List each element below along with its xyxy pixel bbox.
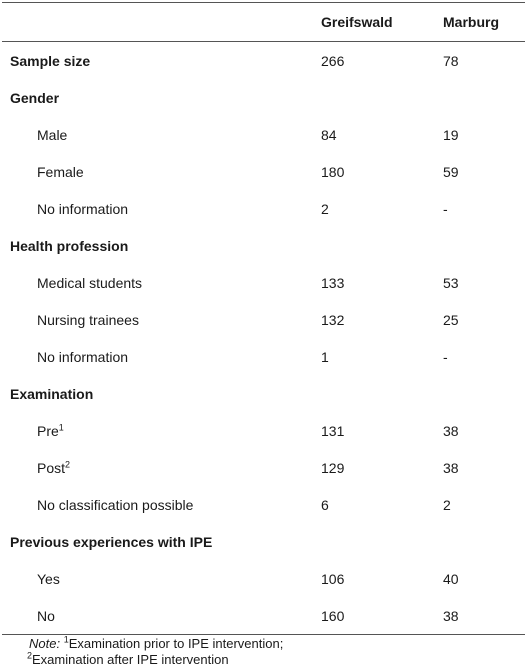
row-item-label: Yes [37, 572, 60, 586]
note-prefix: Note: [29, 636, 61, 651]
row-label-text: Gender [10, 89, 60, 106]
row-item-label: No [37, 609, 55, 623]
cell-marburg: 78 [443, 52, 459, 69]
cell-marburg: 19 [443, 126, 459, 143]
row-label-text: Pre [37, 422, 59, 439]
table-row: Yes 106 40 [2, 560, 525, 597]
row-label-text: Sample size [10, 52, 91, 69]
table-row: Previous experiences with IPE [2, 523, 525, 560]
row-label-text: Examination [10, 385, 94, 402]
table-row: Examination [2, 375, 525, 412]
row-section-label: Previous experiences with IPE [10, 535, 212, 549]
row-item-label: Female [37, 165, 84, 179]
row-label-text: No information [37, 348, 129, 365]
table-row: Health profession [2, 227, 525, 264]
cell-greifswald: 6 [321, 496, 329, 513]
footnote-marker: 1 [58, 421, 64, 432]
cell-marburg: 40 [443, 570, 459, 587]
cell-greifswald: 106 [321, 570, 345, 587]
cell-marburg: 25 [443, 311, 459, 328]
row-item-label: No information [37, 350, 128, 364]
table-header-row: Greifswald Marburg [2, 3, 525, 41]
table-row: No information 2 - [2, 190, 525, 227]
row-label-text: Health profession [10, 237, 129, 254]
bottom-rule [2, 634, 525, 635]
cell-greifswald: 133 [321, 274, 345, 291]
row-item-label: Medical students [37, 276, 142, 290]
cell-marburg: - [443, 200, 448, 217]
cell-marburg: 38 [443, 422, 459, 439]
cell-greifswald: 266 [321, 52, 345, 69]
cell-marburg: 38 [443, 459, 459, 476]
table-row: No 160 38 [2, 597, 525, 634]
demographics-table: Greifswald Marburg Sample size 266 78 Gende… [2, 2, 525, 635]
row-section-label: Health profession [10, 239, 128, 253]
cell-greifswald: 84 [321, 126, 337, 143]
row-label-text: Yes [37, 570, 60, 587]
table-row: No information 1 - [2, 338, 525, 375]
row-item-label: Male [37, 128, 67, 142]
top-rule [2, 2, 525, 3]
table-row: Female 180 59 [2, 153, 525, 190]
header-rule [2, 41, 525, 42]
table-row: Pre1 131 38 [2, 412, 525, 449]
row-label-text: No classification possible [37, 496, 194, 513]
row-item-label: No classification possible [37, 498, 193, 512]
footnote-marker: 2 [65, 458, 71, 469]
row-item-label: Post2 [37, 458, 71, 476]
row-label-text: Nursing trainees [37, 311, 139, 328]
row-item-label: Pre1 [37, 421, 64, 439]
header-col-marburg: Marburg [443, 14, 499, 30]
row-item-label: Nursing trainees [37, 313, 139, 327]
cell-greifswald: 160 [321, 607, 345, 624]
table-row: Gender [2, 79, 525, 116]
row-label-text: Medical students [37, 274, 143, 291]
cell-greifswald: 2 [321, 200, 329, 217]
row-section-label: Sample size [10, 54, 90, 68]
table-row: Post2 129 38 [2, 449, 525, 486]
row-item-label: No information [37, 202, 128, 216]
row-label-text: No [37, 607, 55, 624]
row-section-label: Gender [10, 91, 59, 105]
row-label-text: No information [37, 200, 129, 217]
table-row: Nursing trainees 132 25 [2, 301, 525, 338]
row-section-label: Examination [10, 387, 93, 401]
row-label-text: Female [37, 163, 84, 180]
cell-greifswald: 129 [321, 459, 345, 476]
cell-greifswald: 131 [321, 422, 345, 439]
row-label-text: Male [37, 126, 68, 143]
cell-marburg: 59 [443, 163, 459, 180]
note-sup-1: 1 [63, 634, 69, 645]
table-row: Sample size 266 78 [2, 42, 525, 79]
header-col-greifswald: Greifswald [321, 14, 393, 30]
cell-greifswald: 180 [321, 163, 345, 180]
row-label-text: Post [37, 459, 66, 476]
table-row: No classification possible 6 2 [2, 486, 525, 523]
table-body: Sample size 266 78 Gender Male 84 19 Female 180 5… [2, 42, 525, 634]
note-text-1: Examination prior to IPE intervention; [68, 636, 284, 651]
cell-marburg: 38 [443, 607, 459, 624]
cell-marburg: - [443, 348, 448, 365]
cell-marburg: 53 [443, 274, 459, 291]
table-row: Male 84 19 [2, 116, 525, 153]
row-label-text: Previous experiences with IPE [10, 533, 213, 550]
cell-marburg: 2 [443, 496, 451, 513]
cell-greifswald: 1 [321, 348, 329, 365]
table-row: Medical students 133 53 [2, 264, 525, 301]
table-note: Note: 1Examination prior to IPE interven… [27, 634, 284, 668]
note-sup-2: 2 [27, 650, 33, 661]
cell-greifswald: 132 [321, 311, 345, 328]
note-text-2: Examination after IPE intervention [32, 652, 229, 667]
